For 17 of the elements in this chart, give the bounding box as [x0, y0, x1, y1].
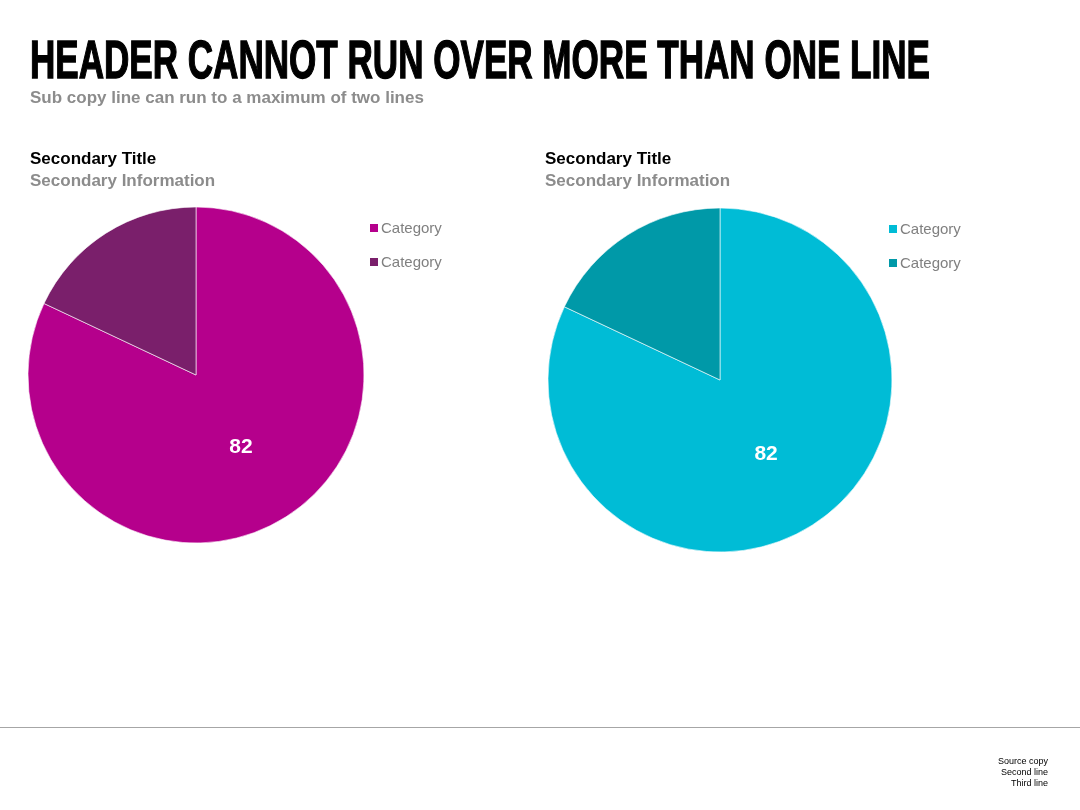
chart-subtitle: Secondary Information: [545, 171, 731, 190]
pie-slice: [27, 206, 365, 544]
legend-label: Category: [381, 219, 443, 236]
legend-label: Category: [381, 253, 443, 270]
data-label: 82: [229, 434, 253, 458]
source-note: Source copy: [997, 756, 1049, 766]
chart-title: Secondary Title: [30, 149, 157, 168]
text: Third line: [1010, 778, 1048, 788]
chart-subtitle: Secondary Information: [30, 171, 216, 190]
chart-title: Secondary Title: [545, 149, 672, 168]
data-label: 82: [754, 441, 778, 465]
legend-label: Category: [900, 254, 962, 271]
pie-slice: [547, 207, 893, 553]
legend-label: Category: [900, 220, 962, 237]
text: Second line: [1000, 767, 1048, 777]
text: HEADER CANNOT RUN OVER MORE THAN ONE LINE: [30, 29, 930, 90]
text: Sub copy line can run to a maximum of two lines: [30, 88, 424, 107]
